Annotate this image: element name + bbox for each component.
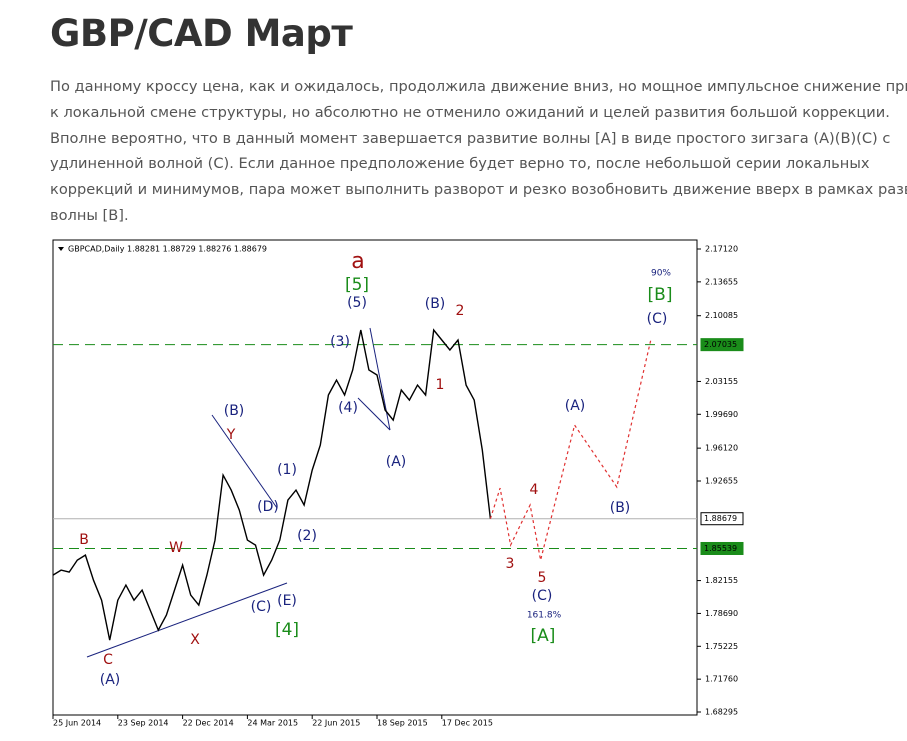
reference-label: 1.85539 bbox=[704, 544, 737, 553]
y-tick-label: 1.92655 bbox=[705, 477, 738, 486]
wave-label: [4] bbox=[275, 620, 299, 640]
x-tick-label: 24 Mar 2015 bbox=[247, 719, 298, 728]
x-tick-label: 25 Jun 2014 bbox=[53, 719, 101, 728]
y-tick-label: 1.75225 bbox=[705, 642, 738, 651]
text-line: Вполне вероятно, что в данный момент зав… bbox=[50, 129, 891, 147]
chart-background bbox=[50, 237, 750, 729]
reference-label: 2.07035 bbox=[704, 340, 737, 349]
wave-label: 161.8% bbox=[527, 611, 562, 621]
trendline bbox=[357, 397, 391, 431]
wave-label: (A) bbox=[100, 672, 121, 688]
y-tick-label: 1.99690 bbox=[705, 410, 738, 419]
x-tick-label: 17 Dec 2015 bbox=[442, 719, 493, 728]
title: GBP/CAD Март bbox=[50, 12, 353, 55]
header-marker bbox=[58, 247, 64, 251]
wave-label: (5) bbox=[347, 295, 367, 311]
wave-label: Y bbox=[226, 427, 236, 443]
wave-label: (D) bbox=[257, 499, 279, 515]
wave-label: (B) bbox=[224, 403, 245, 419]
wave-label: C bbox=[103, 652, 113, 668]
wave-label: 1 bbox=[436, 377, 445, 393]
wave-label: (B) bbox=[425, 296, 446, 312]
wave-label: (C) bbox=[251, 599, 272, 615]
y-tick-label: 1.78690 bbox=[705, 609, 738, 618]
text-line: удлиненной волной (C). Если данное предп… bbox=[50, 155, 870, 173]
reference-label-box bbox=[700, 512, 744, 526]
wave-label: (4) bbox=[338, 400, 358, 416]
wave-label: X bbox=[190, 632, 200, 648]
wave-label: 5 bbox=[538, 570, 547, 586]
wave-label: (A) bbox=[386, 454, 407, 470]
text-line: коррекций и минимумов, пара может выполн… bbox=[50, 181, 907, 199]
wave-label: [A] bbox=[531, 626, 556, 646]
wave-label: B bbox=[79, 532, 89, 548]
wave-label: 4 bbox=[530, 482, 539, 498]
wave-label: (B) bbox=[610, 500, 631, 516]
y-tick-label: 2.10085 bbox=[705, 311, 738, 320]
wave-label: (C) bbox=[647, 311, 668, 327]
y-tick-label: 1.68295 bbox=[705, 708, 738, 717]
wave-label: (C) bbox=[532, 588, 553, 604]
y-tick-label: 2.03155 bbox=[705, 377, 738, 386]
wave-label: (3) bbox=[330, 334, 350, 350]
reference-label-box bbox=[700, 541, 744, 555]
wave-label: (E) bbox=[277, 593, 297, 609]
wave-label: (1) bbox=[277, 462, 297, 478]
wave-label: a bbox=[351, 249, 364, 274]
article: По данному кроссу цена, как и ожидалось,… bbox=[50, 74, 907, 229]
wave-label: 3 bbox=[506, 556, 515, 572]
wave-label: 2 bbox=[456, 303, 465, 319]
price-line bbox=[52, 328, 492, 641]
y-tick-label: 1.71760 bbox=[705, 675, 738, 684]
wave-label: (A) bbox=[565, 398, 586, 414]
trendline bbox=[86, 582, 288, 658]
x-tick-label: 23 Sep 2014 bbox=[118, 719, 169, 728]
y-tick-label: 2.17120 bbox=[705, 245, 738, 254]
plot-frame bbox=[52, 239, 698, 716]
text-line: По данному кроссу цена, как и ожидалось,… bbox=[50, 78, 907, 95]
trendline bbox=[211, 414, 278, 509]
y-tick-label: 1.96120 bbox=[705, 444, 738, 453]
wave-label: [B] bbox=[648, 285, 673, 305]
wave-label: [5] bbox=[345, 275, 369, 295]
y-tick-label: 1.82155 bbox=[705, 576, 738, 585]
reference-label-box bbox=[700, 338, 744, 352]
text-line: волны [B]. bbox=[50, 206, 129, 224]
text-line: к локальной смене структуры, но абсолютн… bbox=[50, 103, 890, 121]
wave-label: (2) bbox=[297, 528, 317, 544]
x-tick-label: 22 Dec 2014 bbox=[183, 719, 234, 728]
y-tick-label: 2.13655 bbox=[705, 277, 738, 286]
wave-label: 90% bbox=[651, 269, 671, 279]
x-tick-label: 22 Jun 2015 bbox=[312, 719, 360, 728]
reference-label: 1.88679 bbox=[704, 514, 737, 523]
projection-line bbox=[489, 339, 652, 561]
wave-label: W bbox=[169, 540, 183, 556]
x-tick-label: 18 Sep 2015 bbox=[377, 719, 428, 728]
chart-header: GBPCAD,Daily 1.88281 1.88729 1.88276 1.8… bbox=[68, 245, 267, 254]
